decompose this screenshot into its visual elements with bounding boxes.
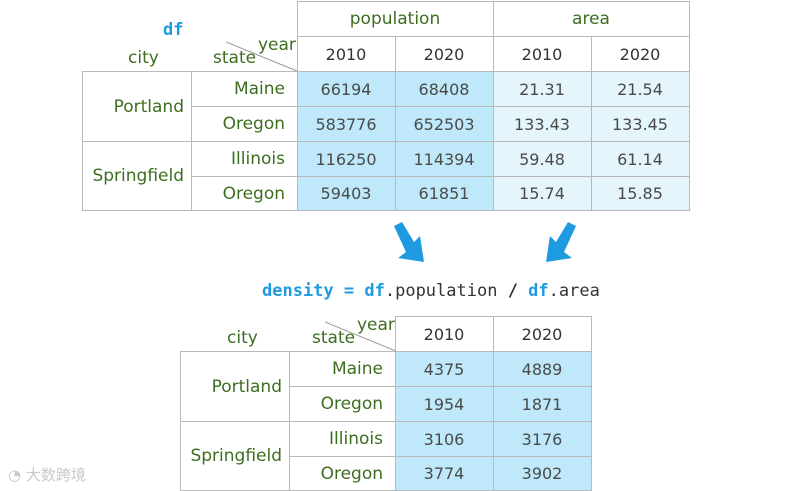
year-col-header: 2020 [423, 44, 465, 64]
table-cell: 66194 [320, 79, 372, 99]
table-cell: 21.31 [519, 79, 565, 99]
table-cell: 3106 [423, 429, 465, 449]
year-col-header: 2020 [521, 324, 563, 344]
table-cell: 652503 [413, 114, 475, 134]
state-index: Illinois [231, 149, 285, 169]
df-label: df [163, 20, 184, 40]
state-index: Illinois [329, 429, 383, 449]
table-cell: 15.85 [617, 184, 663, 203]
formula-attr: .population [384, 281, 498, 301]
table-cell: 3176 [521, 429, 563, 449]
city-index: Portland [211, 376, 282, 397]
state-header: state [312, 328, 356, 348]
table-cell: 133.43 [514, 114, 570, 134]
state-index: Oregon [222, 114, 285, 134]
watermark-text: 大数跨境 [25, 466, 86, 484]
table-cell: 68408 [418, 79, 470, 99]
down-arrow-icon [394, 222, 424, 262]
table-cell: 61.14 [617, 149, 663, 169]
density-formula: density = df.population / df.area [262, 281, 600, 301]
formula-eq: = [333, 281, 365, 301]
year-header: year [258, 35, 296, 55]
year-col-header: 2010 [325, 44, 367, 64]
down-arrow-icon [546, 222, 576, 262]
table-cell: 3774 [423, 464, 465, 483]
state-index: Oregon [320, 463, 383, 484]
watermark-logo-icon: ◔ [8, 466, 22, 484]
state-index: Maine [233, 79, 285, 99]
formula-df: df [364, 281, 385, 301]
formula-df: df [528, 281, 549, 301]
year-col-header: 2020 [619, 44, 661, 64]
city-index: Springfield [92, 166, 184, 186]
table-cell: 59403 [320, 184, 372, 203]
table-cell: 59.48 [519, 149, 565, 169]
city-header: city [128, 48, 159, 68]
corner-diagonal [325, 321, 397, 352]
formula-lhs: density [262, 281, 334, 301]
table-cell: 1871 [521, 394, 563, 414]
table-cell: 15.74 [519, 184, 565, 203]
table-cell: 4375 [423, 359, 465, 379]
formula-attr: .area [548, 281, 600, 301]
population-header: population [349, 9, 441, 29]
table-cell: 116250 [315, 149, 377, 169]
table-cell: 61851 [418, 184, 470, 203]
table-cell: 114394 [413, 149, 475, 169]
area-header: area [572, 9, 610, 29]
year-col-header: 2010 [423, 324, 465, 344]
city-index: Springfield [190, 446, 282, 466]
year-col-header: 2010 [521, 44, 563, 64]
formula-op: / [497, 281, 529, 301]
table-cell: 21.54 [617, 79, 663, 99]
state-index: Oregon [320, 394, 383, 414]
city-index: Portland [113, 96, 184, 117]
corner-diagonal [226, 41, 298, 72]
city-header: city [227, 328, 258, 348]
state-header: state [213, 48, 257, 68]
state-index: Maine [331, 359, 383, 379]
watermark: ◔ 大数跨境 [8, 464, 86, 485]
table-cell: 1954 [423, 394, 465, 414]
table-cell: 133.45 [612, 114, 668, 134]
state-index: Oregon [222, 183, 285, 204]
year-header: year [357, 315, 395, 335]
table-cell: 4889 [521, 359, 563, 379]
table-cell: 583776 [315, 114, 377, 134]
table-cell: 3902 [521, 464, 563, 483]
